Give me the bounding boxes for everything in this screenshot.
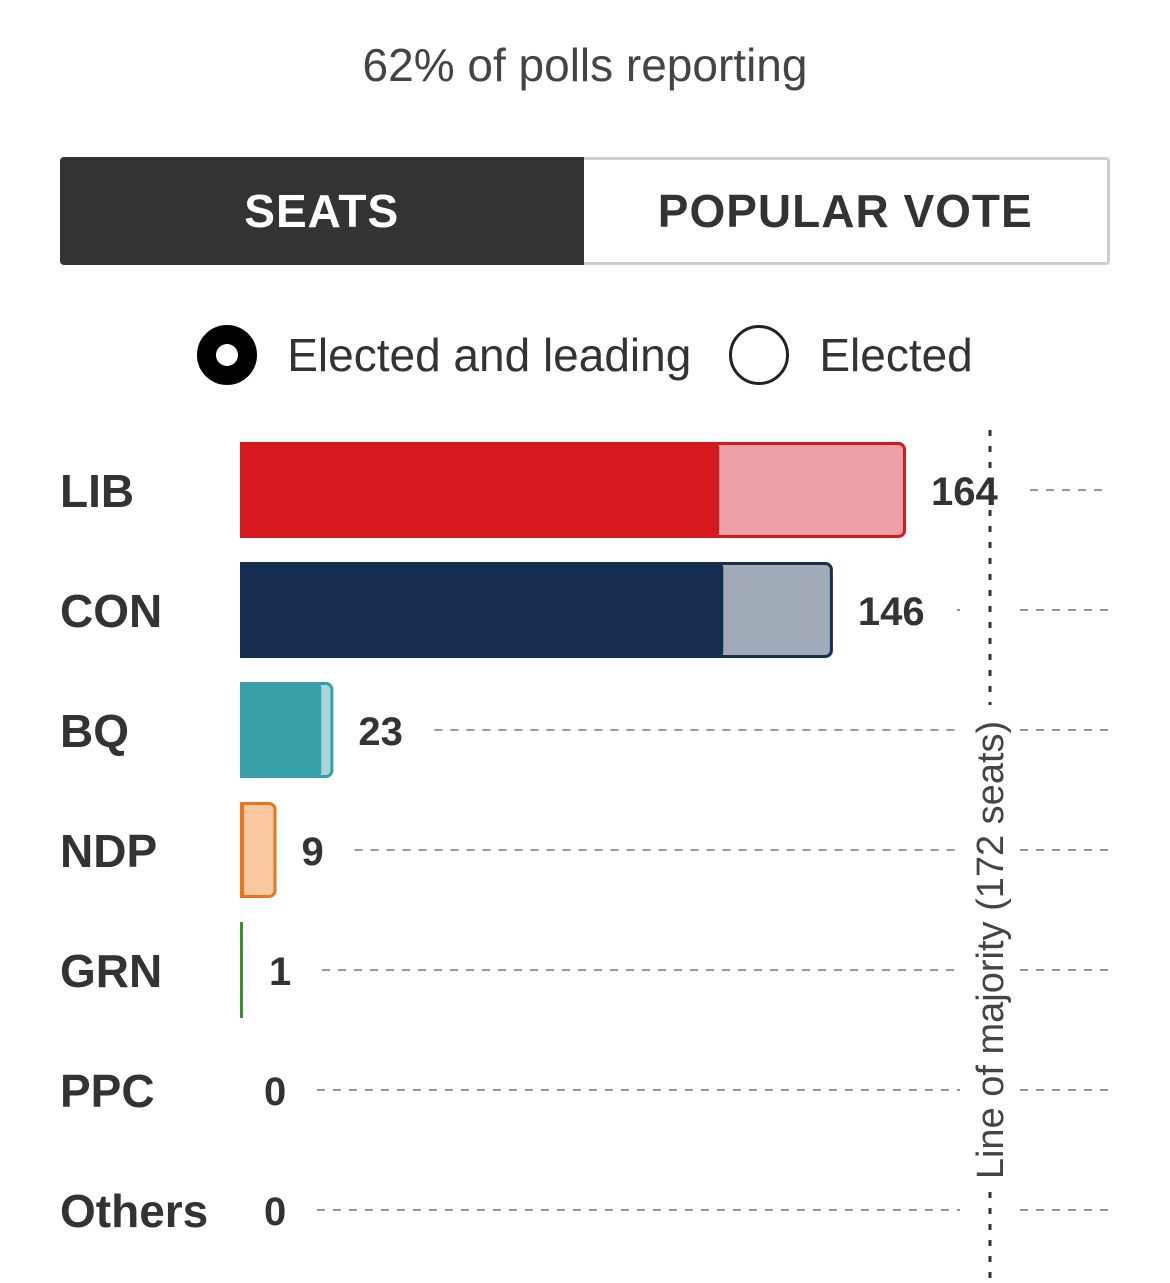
seats-bar-chart: LIB 164 CON 146 BQ 23 NDP 9 GRN 1 PPC 0 Others 0 Line … xyxy=(60,430,1110,1283)
bar-elected-con xyxy=(240,563,724,657)
bar-elected-edge-ndp xyxy=(240,803,245,897)
count-mode-radio-group: Elected and leading Elected xyxy=(0,322,1170,388)
value-label-con: 146 xyxy=(858,590,925,634)
value-label-grn: 1 xyxy=(269,950,291,994)
bar-elected-grn xyxy=(240,922,243,1018)
polls-reporting-text: 62% of polls reporting xyxy=(362,39,808,91)
bar-elected-bq xyxy=(240,683,322,777)
bar-elected-edge-lib xyxy=(240,443,246,537)
bar-elected-edge-bq xyxy=(240,683,246,777)
category-label-ppc: PPC xyxy=(60,1065,155,1117)
tab-seats[interactable]: SEATS xyxy=(60,157,584,265)
category-label-bq: BQ xyxy=(60,705,129,757)
bar-left-mask-lib xyxy=(232,442,240,538)
bar-left-mask-con xyxy=(232,562,240,658)
bar-elected-edge-con xyxy=(240,563,246,657)
bar-elected-lib xyxy=(240,443,720,537)
category-label-lib: LIB xyxy=(60,465,134,517)
bar-left-mask-ndp xyxy=(232,802,240,898)
radio-checked-icon xyxy=(197,325,258,385)
radio-elected-and-leading[interactable]: Elected and leading xyxy=(197,325,691,385)
value-label-bq: 23 xyxy=(358,710,403,754)
value-label-ndp: 9 xyxy=(302,830,324,874)
bar-left-mask-bq xyxy=(232,682,240,778)
value-label-lib: 164 xyxy=(931,470,998,514)
value-label-others: 0 xyxy=(264,1190,286,1234)
category-label-ndp: NDP xyxy=(60,825,157,877)
view-toggle: SEATS POPULAR VOTE xyxy=(60,157,1110,265)
category-label-others: Others xyxy=(60,1185,208,1237)
value-label-ppc: 0 xyxy=(264,1070,286,1114)
category-label-con: CON xyxy=(60,585,162,637)
radio-elected[interactable]: Elected xyxy=(729,325,973,385)
radio-unchecked-icon xyxy=(729,325,790,385)
category-label-grn: GRN xyxy=(60,945,162,997)
radio-label-elected: Elected xyxy=(819,329,973,381)
tab-popular-vote[interactable]: POPULAR VOTE xyxy=(583,157,1110,265)
radio-label-elected-and-leading: Elected and leading xyxy=(287,329,692,381)
majority-line-label: Line of majority (172 seats) xyxy=(970,721,1012,1179)
